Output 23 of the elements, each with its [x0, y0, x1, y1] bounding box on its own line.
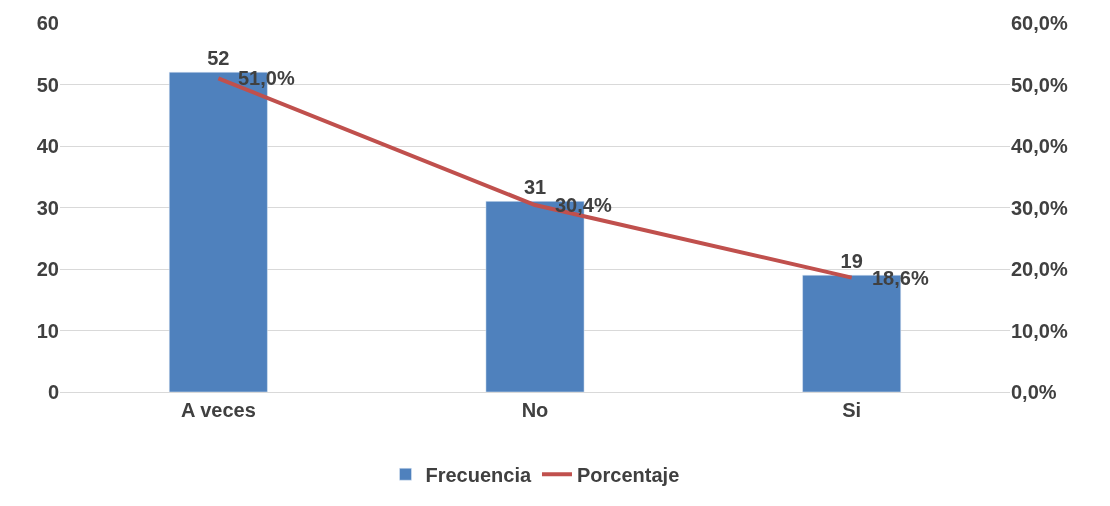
data-label: 31 — [523, 176, 547, 199]
y2-tick-label: 10,0% — [1011, 319, 1068, 342]
y-tick-label: 40 — [36, 135, 59, 157]
y-tick-label: 30 — [36, 196, 59, 219]
legend-label: Frecuencia — [425, 464, 532, 487]
y-tick-label: 20 — [36, 258, 59, 280]
y-tick-label: 0 — [47, 381, 59, 403]
y-tick-label: 60 — [36, 12, 59, 34]
y-tick-label: 50 — [36, 73, 59, 96]
data-label: 19 — [840, 250, 863, 273]
data-label: 18,6% — [872, 267, 929, 289]
x-tick-label: Si — [842, 399, 862, 421]
y2-tick-label: 30,0% — [1011, 196, 1068, 219]
x-tick-label: A veces — [180, 399, 256, 421]
y-tick-label: 10 — [36, 319, 59, 342]
y2-tick-label: 50,0% — [1011, 73, 1068, 96]
y2-tick-label: 40,0% — [1011, 135, 1068, 157]
y2-tick-label: 60,0% — [1011, 12, 1068, 34]
y2-tick-label: 20,0% — [1011, 258, 1068, 280]
y2-tick-label: 0,0% — [1011, 381, 1057, 403]
x-tick-label: No — [521, 399, 549, 421]
data-label: 52 — [207, 47, 230, 70]
legend-label: Porcentaje — [576, 464, 680, 487]
